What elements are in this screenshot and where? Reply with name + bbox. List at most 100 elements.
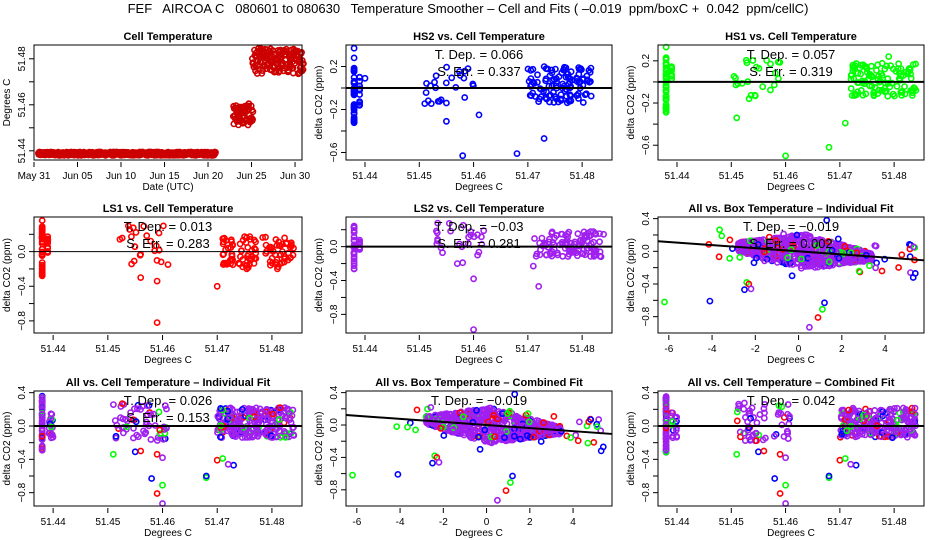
residual-point: [434, 219, 442, 227]
residual-point: [437, 413, 445, 421]
residual-point: [835, 254, 843, 262]
residual-point: [757, 236, 765, 244]
residual-point: [219, 261, 227, 268]
residual-point: [809, 255, 816, 263]
residual-point: [226, 413, 233, 421]
residual-point: [548, 228, 556, 236]
residual-point: [276, 408, 284, 415]
residual-point: [513, 415, 521, 423]
x-axis: 51.44 51.45 51.46 51.47 51.48 Degrees C: [664, 162, 907, 193]
residual-point: [38, 413, 46, 421]
panel-title: HS1 vs. Cell Temperature: [725, 31, 857, 43]
residual-point: [872, 242, 880, 250]
residual-point: [523, 425, 531, 433]
outlier-point: [821, 299, 828, 307]
outlier-point: [733, 114, 741, 122]
residual-point: [859, 61, 867, 69]
residual-point: [590, 249, 598, 256]
fit-annotation: T. Dep. = 0.066: [435, 47, 524, 62]
residual-point: [239, 236, 247, 244]
y-tick-label: −0.4: [17, 449, 28, 469]
residual-point: [893, 404, 901, 412]
x-tick-label: 4: [882, 344, 888, 355]
residual-point: [662, 435, 670, 443]
outlier-point: [782, 152, 789, 160]
x-tick-label: 51.47: [205, 517, 230, 528]
y-tick-label: 0.4: [329, 385, 340, 399]
outlier-point: [442, 99, 450, 107]
x-tick-label: 51.47: [515, 344, 540, 355]
outlier-point: [213, 456, 221, 464]
outlier-point: [819, 305, 826, 313]
residual-point: [841, 242, 849, 250]
outlier-point: [911, 269, 919, 277]
outlier-point: [814, 314, 822, 321]
residual-point: [573, 249, 580, 257]
residual-point: [741, 429, 748, 437]
residual-point: [787, 234, 794, 242]
residual-point: [738, 80, 746, 87]
x-tick-label: 51.47: [515, 171, 540, 182]
residual-point: [281, 414, 289, 422]
residual-point: [669, 418, 676, 425]
residual-point: [536, 251, 544, 259]
residual-point: [356, 91, 363, 98]
residual-point: [550, 412, 558, 420]
residual-point: [474, 251, 481, 259]
outlier-point: [776, 490, 784, 497]
outlier-point: [755, 448, 762, 456]
residual-point: [882, 87, 890, 95]
residual-point: [242, 429, 250, 437]
residual-point: [461, 94, 469, 101]
residual-point: [530, 80, 538, 87]
x-tick-label: Jun 05: [62, 171, 92, 182]
outlier-point: [153, 277, 161, 285]
panel-all-vs-box-combined: All vs. Box Temperature – Combined Fit T.…: [314, 377, 613, 539]
residual-point: [831, 246, 839, 254]
y-axis-label: delta CO2 (ppm): [626, 66, 637, 140]
residual-point: [155, 408, 163, 416]
outlier-point: [782, 454, 789, 462]
residual-point: [459, 221, 467, 229]
y-axis: 0.0 −0.4 −0.8 delta CO2 (ppm): [314, 229, 346, 324]
residual-point: [861, 431, 869, 439]
residual-point: [118, 400, 126, 407]
x-tick-label: Jun 20: [193, 171, 223, 182]
outlier-point: [459, 152, 467, 160]
x-tick-label: 51.45: [719, 517, 744, 528]
residual-point: [524, 65, 532, 73]
outlier-point: [847, 460, 855, 468]
residual-point: [245, 406, 253, 413]
outlier-point: [361, 74, 369, 82]
outlier-point: [788, 272, 796, 280]
residual-point: [163, 405, 170, 413]
residual-point: [132, 418, 140, 426]
x-tick-label: 51.47: [827, 171, 852, 182]
residual-point: [553, 78, 560, 85]
residual-point: [412, 426, 419, 434]
x-tick-label: 0: [484, 517, 490, 528]
residual-point: [813, 242, 821, 249]
residual-point: [767, 86, 774, 94]
residual-point: [130, 257, 138, 265]
residual-point: [287, 254, 294, 262]
fit-annotation: S. Err. = 0.337: [437, 64, 520, 79]
y-tick-label: 51.46: [17, 92, 28, 117]
y-axis-label: delta CO2 (ppm): [2, 412, 13, 486]
y-tick-label: 0.4: [17, 385, 28, 399]
residual-point: [759, 83, 767, 91]
residual-point: [219, 235, 227, 243]
residual-point: [543, 88, 550, 96]
residual-point: [907, 75, 915, 82]
residual-point: [442, 79, 450, 87]
residual-point: [784, 401, 792, 408]
fit-annotation: S. Err. = 0.153: [126, 410, 209, 425]
outlier-point: [394, 470, 402, 478]
x-axis-label: Degrees C: [767, 355, 815, 366]
outlier-point: [511, 390, 519, 398]
residual-point: [866, 262, 873, 270]
residual-point: [583, 244, 591, 252]
y-tick-label: 0.0: [641, 419, 652, 433]
residual-point: [432, 227, 440, 235]
residual-point: [219, 251, 227, 259]
